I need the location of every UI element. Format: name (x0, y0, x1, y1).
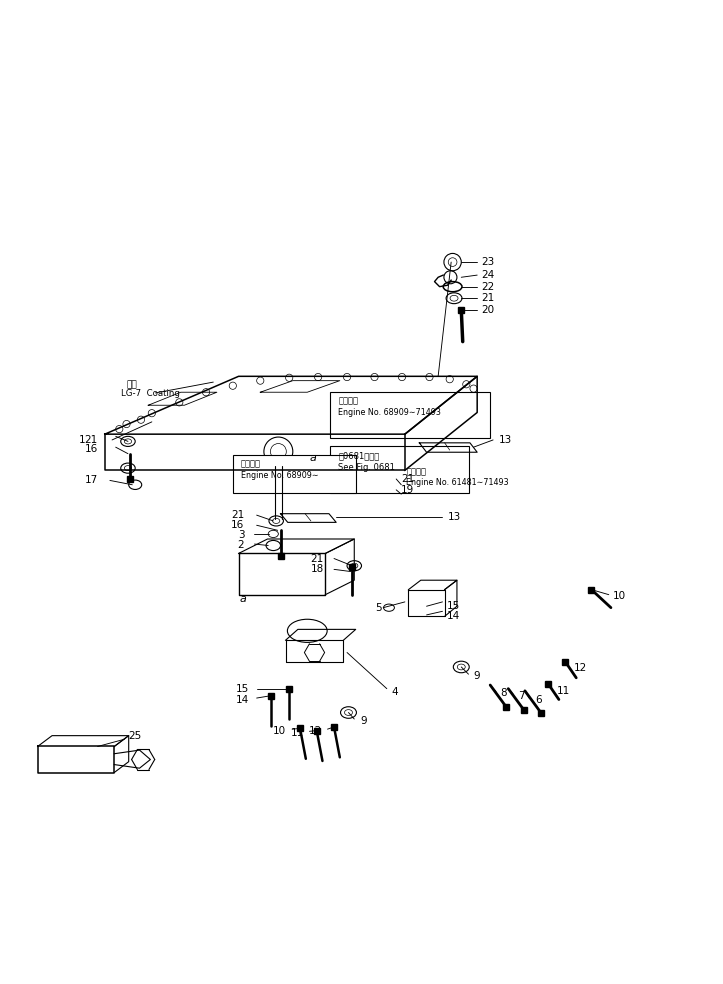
Text: 21: 21 (85, 435, 98, 445)
Text: 12: 12 (573, 662, 586, 673)
Text: 塗布: 塗布 (127, 380, 137, 389)
Text: a: a (309, 453, 317, 462)
Text: 9: 9 (360, 716, 367, 726)
Text: 7: 7 (518, 691, 525, 701)
Text: Engine No. 68909∼71493: Engine No. 68909∼71493 (338, 407, 441, 416)
Text: a: a (240, 594, 247, 604)
Text: 11: 11 (291, 728, 304, 738)
Text: 25: 25 (129, 731, 142, 741)
Text: 3: 3 (238, 529, 244, 539)
Text: 19: 19 (401, 485, 414, 495)
Text: 11: 11 (557, 686, 570, 696)
Text: 16: 16 (231, 521, 244, 530)
Text: 1: 1 (79, 435, 85, 445)
Text: 21: 21 (311, 554, 324, 564)
Text: 10: 10 (613, 591, 626, 601)
Text: 12: 12 (309, 726, 322, 736)
Text: 9: 9 (474, 671, 480, 681)
Text: 6: 6 (535, 696, 542, 706)
Text: 5: 5 (375, 602, 382, 613)
Text: 4: 4 (392, 687, 398, 697)
Text: See Fig. 0681: See Fig. 0681 (338, 462, 395, 471)
Text: 10: 10 (273, 725, 286, 736)
FancyBboxPatch shape (330, 392, 490, 438)
Text: 17: 17 (85, 475, 98, 485)
Text: 13: 13 (499, 435, 512, 445)
Text: 15: 15 (447, 601, 460, 611)
Text: Engine No. 61481∼71493: Engine No. 61481∼71493 (406, 478, 509, 487)
Text: 21: 21 (482, 293, 495, 303)
Text: LG-7  Coating: LG-7 Coating (121, 389, 180, 398)
Text: 16: 16 (85, 444, 98, 454)
Text: 21: 21 (401, 474, 414, 484)
Text: 14: 14 (236, 695, 249, 705)
Text: 第0681図参照: 第0681図参照 (338, 452, 380, 461)
FancyBboxPatch shape (233, 456, 356, 493)
Text: 8: 8 (500, 688, 507, 698)
Text: 13: 13 (448, 513, 461, 523)
Text: 適用号機: 適用号機 (406, 467, 427, 476)
Text: 14: 14 (447, 611, 460, 621)
Text: 22: 22 (482, 281, 495, 291)
Text: 20: 20 (482, 305, 495, 315)
Text: Engine No. 68909∼: Engine No. 68909∼ (241, 470, 318, 479)
Text: 24: 24 (482, 270, 495, 280)
FancyBboxPatch shape (330, 447, 469, 493)
Text: 15: 15 (236, 684, 249, 694)
Text: 2: 2 (238, 540, 244, 550)
Text: 適用号機: 適用号機 (241, 460, 261, 468)
Text: 適用号機: 適用号機 (338, 397, 359, 405)
Text: 23: 23 (482, 257, 495, 267)
Text: 21: 21 (231, 510, 244, 521)
Text: 18: 18 (311, 565, 324, 575)
